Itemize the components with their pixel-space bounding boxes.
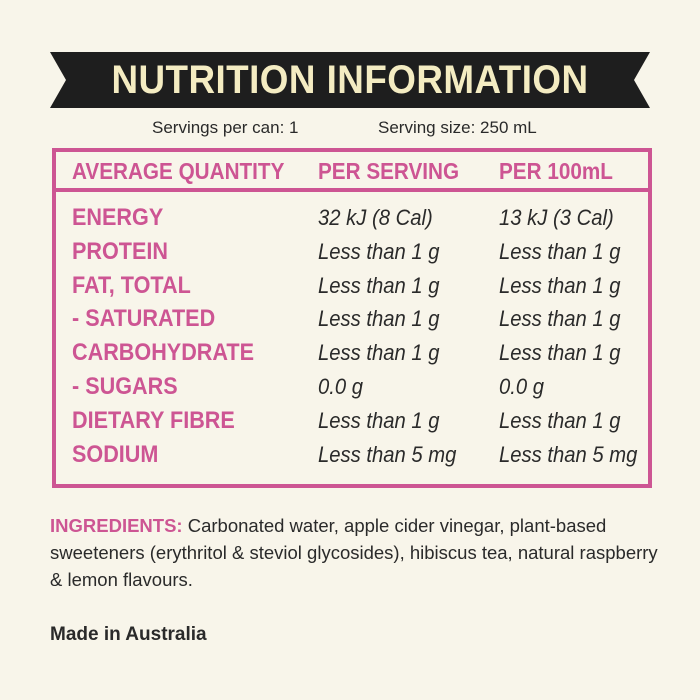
serving-info: Servings per can: 1 Serving size: 250 mL bbox=[0, 118, 700, 142]
per-100ml-value: Less than 1 g bbox=[499, 340, 621, 366]
per-serving-value: Less than 1 g bbox=[318, 272, 440, 298]
table-row: DIETARY FIBRE Less than 1 g Less than 1 g bbox=[56, 405, 648, 437]
per-serving-value: Less than 5 mg bbox=[318, 441, 457, 467]
table-row: - SUGARS 0.0 g 0.0 g bbox=[56, 371, 648, 403]
table-header: AVERAGE QUANTITY PER SERVING PER 100mL bbox=[56, 152, 648, 192]
page-title: NUTRITION INFORMATION bbox=[111, 57, 589, 102]
per-100ml-value: 0.0 g bbox=[499, 374, 545, 399]
per-100ml-value: Less than 1 g bbox=[499, 272, 621, 298]
table-row: - SATURATED Less than 1 g Less than 1 g bbox=[56, 303, 648, 335]
ingredients-label: INGREDIENTS: bbox=[50, 515, 183, 536]
column-header-per-serving: PER SERVING bbox=[318, 158, 460, 184]
nutrient-label: DIETARY FIBRE bbox=[72, 406, 235, 434]
per-serving-value: 0.0 g bbox=[318, 374, 364, 399]
per-100ml-value: Less than 1 g bbox=[499, 306, 621, 332]
per-serving-value: Less than 1 g bbox=[318, 306, 440, 332]
serving-size: Serving size: 250 mL bbox=[378, 118, 537, 137]
per-serving-value: 32 kJ (8 Cal) bbox=[318, 205, 433, 230]
per-100ml-value: Less than 1 g bbox=[499, 238, 621, 264]
nutrient-label: FAT, TOTAL bbox=[72, 271, 191, 299]
per-100ml-value: Less than 1 g bbox=[499, 407, 621, 433]
servings-per-can: Servings per can: 1 bbox=[152, 118, 299, 137]
per-serving-value: Less than 1 g bbox=[318, 238, 440, 264]
banner-ribbon-shape bbox=[50, 52, 650, 108]
nutrient-label: - SUGARS bbox=[72, 373, 178, 400]
made-in-label: Made in Australia bbox=[50, 624, 207, 645]
nutrient-label: ENERGY bbox=[72, 204, 164, 231]
per-serving-value: Less than 1 g bbox=[318, 340, 440, 366]
column-header-average-quantity: AVERAGE QUANTITY bbox=[72, 158, 285, 184]
ingredients-text: Carbonated water, apple cider vinegar, p… bbox=[50, 515, 658, 590]
per-100ml-value: Less than 5 mg bbox=[499, 441, 638, 467]
table-row: CARBOHYDRATE Less than 1 g Less than 1 g bbox=[56, 337, 648, 369]
column-header-per-100ml: PER 100mL bbox=[499, 158, 613, 184]
table-row: FAT, TOTAL Less than 1 g Less than 1 g bbox=[56, 270, 648, 302]
table-row: ENERGY 32 kJ (8 Cal) 13 kJ (3 Cal) bbox=[56, 202, 648, 234]
nutrition-table: AVERAGE QUANTITY PER SERVING PER 100mL E… bbox=[52, 148, 652, 488]
nutrient-label: - SATURATED bbox=[72, 305, 216, 333]
per-serving-value: Less than 1 g bbox=[318, 407, 440, 433]
nutrient-label: SODIUM bbox=[72, 440, 159, 468]
table-row: PROTEIN Less than 1 g Less than 1 g bbox=[56, 236, 648, 268]
title-banner: NUTRITION INFORMATION bbox=[50, 50, 650, 110]
table-row: SODIUM Less than 5 mg Less than 5 mg bbox=[56, 439, 648, 471]
ingredients-block: INGREDIENTS: Carbonated water, apple cid… bbox=[50, 512, 660, 593]
nutrient-label: CARBOHYDRATE bbox=[72, 339, 254, 367]
per-100ml-value: 13 kJ (3 Cal) bbox=[499, 205, 614, 230]
nutrient-label: PROTEIN bbox=[72, 237, 169, 265]
